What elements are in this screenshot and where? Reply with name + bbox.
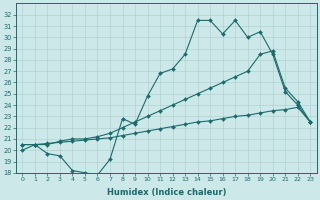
X-axis label: Humidex (Indice chaleur): Humidex (Indice chaleur) (107, 188, 226, 197)
